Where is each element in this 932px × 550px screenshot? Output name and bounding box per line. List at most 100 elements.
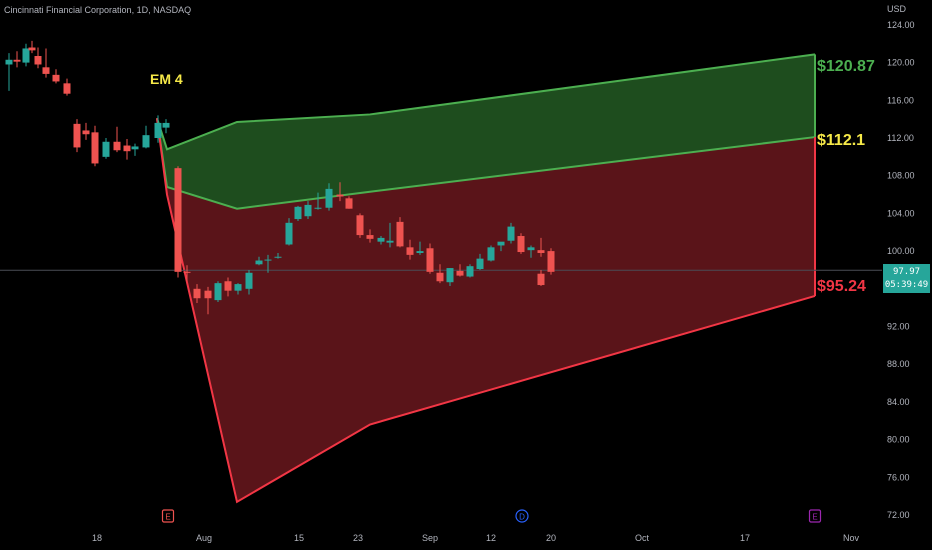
candle [466, 264, 474, 278]
time-tick-label: 20 [546, 533, 556, 543]
candle-body [345, 198, 353, 209]
candle [234, 283, 242, 295]
candle [547, 248, 555, 275]
candle-body [497, 241, 505, 246]
candle-body [386, 240, 394, 243]
candle [274, 252, 282, 259]
candle [314, 192, 322, 210]
candle [28, 40, 36, 54]
expected-move-bands [156, 53, 816, 504]
dividend-marker[interactable]: D [515, 509, 529, 523]
candle-body [547, 251, 555, 272]
candle [507, 222, 515, 244]
candle [131, 143, 139, 156]
candle [406, 239, 414, 260]
candle-body [214, 283, 222, 301]
candle [193, 284, 201, 303]
last-price-tag: 97.97 05:39:49 [883, 264, 930, 293]
candle-body [396, 221, 404, 247]
price-tick-label: 76.00 [887, 472, 910, 482]
candle-body [73, 123, 81, 148]
candle-body [174, 168, 182, 272]
marker-shape [808, 509, 822, 523]
price-tick-label: 72.00 [887, 510, 910, 520]
price-tick-label: 108.00 [887, 171, 915, 181]
upper-level-label: $120.87 [817, 58, 875, 75]
marker-letter: E [812, 513, 817, 522]
upper-band-fill [157, 54, 815, 209]
time-tick-label: 17 [740, 533, 750, 543]
candle [537, 269, 545, 286]
earnings-marker[interactable]: E [808, 509, 822, 523]
candle [123, 138, 131, 160]
candle-body [285, 222, 293, 245]
candle-body [507, 226, 515, 241]
candlesticks [5, 40, 555, 315]
time-tick-label: 23 [353, 533, 363, 543]
candle-body [314, 207, 322, 209]
candle-body [22, 48, 30, 63]
candle-body [336, 194, 344, 197]
candle-body [13, 59, 21, 62]
candle-body [245, 272, 253, 289]
chart-title: Cincinnati Financial Corporation, 1D, NA… [4, 5, 192, 15]
price-tick-label: 80.00 [887, 435, 910, 445]
candle [245, 269, 253, 295]
candle-body [162, 122, 170, 128]
candle [304, 201, 312, 220]
candle [34, 47, 42, 69]
candle [13, 51, 21, 68]
candle-body [34, 56, 42, 65]
price-axis[interactable]: 72.0076.0080.0084.0088.0092.0096.00100.0… [887, 20, 915, 520]
upper-band-line [156, 53, 816, 151]
candle-body [204, 290, 212, 299]
candle [456, 264, 464, 277]
candle [426, 243, 434, 274]
price-tick-label: 84.00 [887, 397, 910, 407]
price-tick-label: 88.00 [887, 359, 910, 369]
candle-body [183, 271, 191, 273]
candle [446, 268, 454, 286]
candle [396, 217, 404, 248]
bar-countdown: 05:39:49 [884, 280, 929, 290]
candle-body [123, 145, 131, 152]
candle [91, 125, 99, 167]
candle [377, 236, 385, 245]
candle [52, 69, 60, 84]
time-axis[interactable]: 18 Aug 15 23 Sep 12 20 Oct 17 Nov [92, 533, 860, 543]
candle [162, 119, 170, 134]
candle-body [356, 215, 364, 236]
candle-body [466, 266, 474, 277]
candle [214, 281, 222, 302]
em-label: EM 4 [150, 71, 183, 87]
candle-body [476, 258, 484, 270]
price-tick-label: 104.00 [887, 208, 915, 218]
candle [22, 43, 30, 67]
candle [204, 286, 212, 315]
candle [224, 277, 232, 297]
earnings-marker[interactable]: E [161, 509, 175, 523]
last-price-value: 97.97 [892, 267, 921, 277]
candle [386, 222, 394, 248]
candle [294, 205, 302, 221]
candle [436, 264, 444, 284]
candle [366, 229, 374, 243]
candle-body [537, 273, 545, 286]
candle-body [42, 67, 50, 74]
price-tick-label: 120.00 [887, 58, 915, 68]
candle-body [406, 247, 414, 255]
candle [142, 125, 150, 149]
candle-body [82, 130, 90, 135]
candle-body [113, 141, 121, 151]
candle-body [436, 272, 444, 282]
candle-body [255, 260, 263, 265]
candle-body [325, 188, 333, 208]
candle [325, 183, 333, 211]
candle-body [274, 256, 282, 258]
candle-body [52, 74, 60, 82]
time-tick-label: Oct [635, 533, 650, 543]
price-tick-label: 116.00 [887, 95, 914, 105]
lower-band-fill [157, 118, 815, 502]
candle-body [28, 47, 36, 51]
